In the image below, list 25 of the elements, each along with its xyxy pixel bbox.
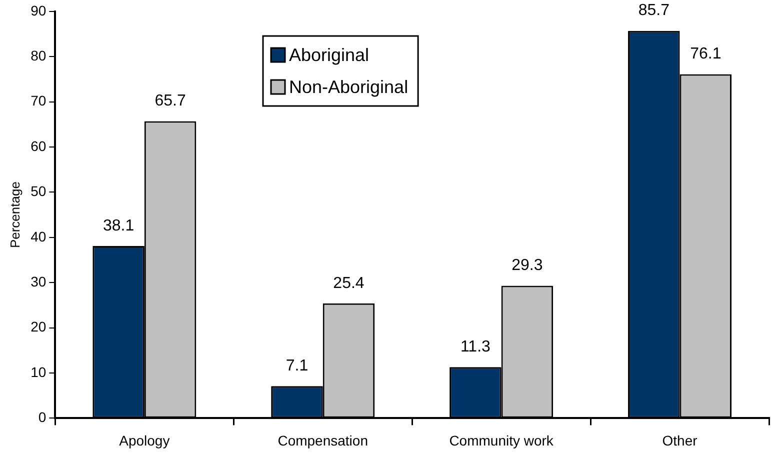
x-tick-label: Other <box>662 432 698 448</box>
data-label: 25.4 <box>333 274 364 292</box>
legend-label: Non-Aboriginal <box>289 76 408 97</box>
x-tick-label: Community work <box>449 432 554 448</box>
x-tick-label: Apology <box>119 432 170 448</box>
y-tick-label: 70 <box>30 92 46 109</box>
data-label: 38.1 <box>102 217 134 234</box>
y-tick-label: 60 <box>30 138 46 154</box>
y-tick-label: 0 <box>38 409 46 426</box>
y-tick-label: 20 <box>30 318 46 335</box>
data-label: 85.7 <box>638 2 670 20</box>
legend-label: Aboriginal <box>289 44 370 65</box>
data-label: 65.7 <box>154 92 186 110</box>
data-label: 76.1 <box>690 46 722 63</box>
data-label: 7.1 <box>286 358 308 375</box>
y-tick-label: 50 <box>30 183 46 200</box>
y-tick-label: 10 <box>30 364 46 380</box>
y-tick-label: 40 <box>30 228 46 244</box>
data-label: 11.3 <box>460 338 491 356</box>
y-tick-label: 90 <box>30 2 46 18</box>
x-tick-label: Compensation <box>278 432 368 448</box>
data-label: 29.3 <box>512 257 543 274</box>
y-tick-label: 30 <box>30 273 46 290</box>
y-axis-title: Percentage <box>7 182 22 248</box>
y-tick-label: 80 <box>30 47 46 64</box>
